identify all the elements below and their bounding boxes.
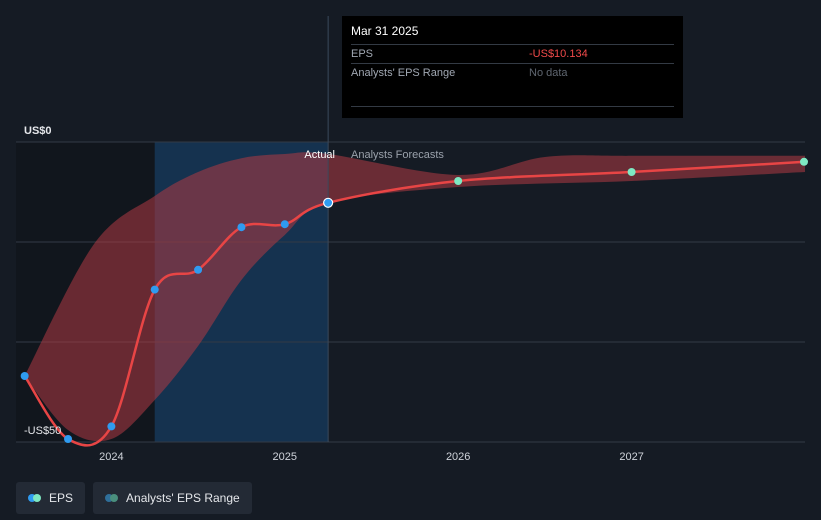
eps-actual-point[interactable] [20,372,29,380]
tooltip-range-label: Analysts' EPS Range [351,67,456,79]
x-tick-label: 2026 [446,451,470,463]
x-tick-labels: 2024 2025 2026 2027 [99,451,644,463]
eps-actual-point[interactable] [237,223,246,232]
eps-range-area [24,152,805,442]
x-tick-label: 2024 [99,451,123,463]
tooltip-range-row: Analysts' EPS Range No data [351,63,674,107]
range-legend-icon [105,494,119,502]
forecast-label: Analysts Forecasts [351,149,444,161]
eps-points[interactable] [20,157,808,443]
legend-eps-button[interactable]: EPS [16,482,86,514]
eps-actual-point[interactable] [323,197,334,208]
y-tick-label-bottom: -US$50 [24,425,61,437]
eps-actual-point[interactable] [107,422,116,431]
gridlines [16,141,805,443]
legend: EPS Analysts' EPS Range [16,482,252,514]
eps-actual-point[interactable] [194,265,203,274]
eps-actual-point[interactable] [280,220,289,229]
tooltip-eps-value: -US$10.134 [529,48,588,60]
tooltip-eps-label: EPS [351,48,374,60]
eps-legend-icon [28,494,41,502]
tooltip-date: Mar 31 2025 [351,24,419,38]
axis-labels: US$0 -US$50 [24,125,61,437]
tooltip-eps-row: EPS -US$10.134 [351,44,674,63]
eps-actual-point[interactable] [64,435,73,443]
tooltip-range-value: No data [529,67,568,79]
legend-range-button[interactable]: Analysts' EPS Range [93,482,252,514]
actual-label: Actual [304,149,335,161]
y-tick-label-top: US$0 [24,125,52,137]
x-tick-label: 2027 [619,451,643,463]
x-tick-label: 2025 [273,451,297,463]
eps-forecast-point[interactable] [454,177,463,185]
tooltip: Mar 31 2025 EPS -US$10.134 Analysts' EPS… [342,16,683,118]
eps-forecast-point[interactable] [627,168,636,176]
legend-eps-label: EPS [49,491,74,505]
legend-range-label: Analysts' EPS Range [126,491,240,505]
eps-actual-point[interactable] [150,285,159,294]
eps-forecast-point[interactable] [800,157,808,166]
